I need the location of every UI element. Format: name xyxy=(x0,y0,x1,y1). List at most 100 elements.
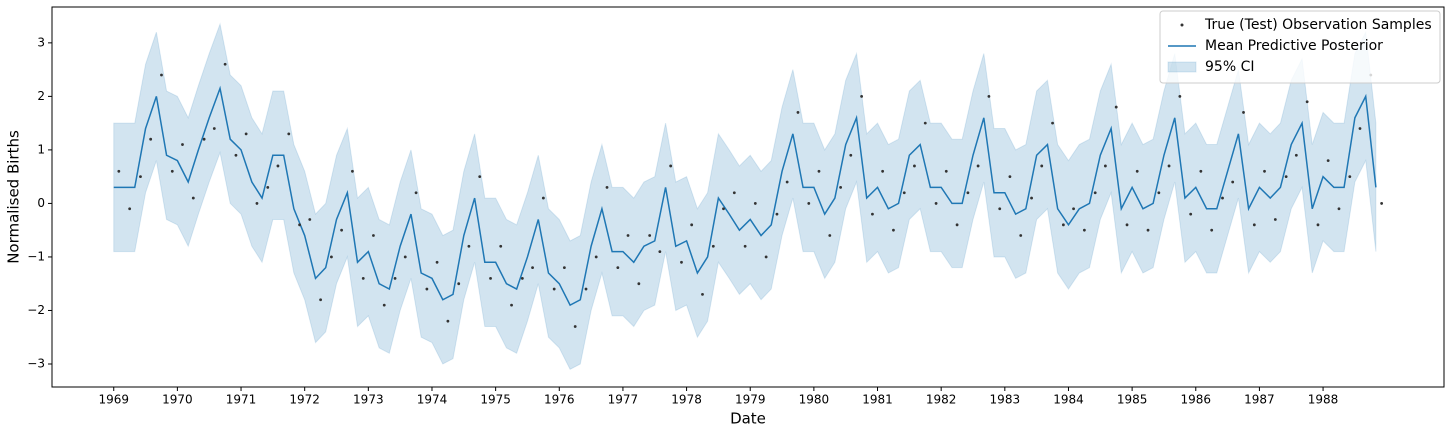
observation-point xyxy=(1284,175,1288,179)
observation-point xyxy=(435,260,439,264)
observation-point xyxy=(913,164,916,168)
x-tick-label: 1979 xyxy=(735,393,766,407)
observation-point xyxy=(732,191,736,195)
observation-point xyxy=(1019,234,1023,237)
observation-point xyxy=(594,255,598,259)
observation-point xyxy=(616,266,620,270)
observation-point xyxy=(351,169,354,173)
observation-point xyxy=(1167,164,1171,168)
observation-point xyxy=(807,202,811,205)
observation-point xyxy=(1231,180,1235,184)
observation-point xyxy=(361,276,365,280)
observation-point xyxy=(499,244,503,248)
observation-point xyxy=(1316,223,1320,227)
y-tick-label: −1 xyxy=(27,249,45,263)
observation-point xyxy=(839,185,843,189)
x-tick-label: 1975 xyxy=(480,393,511,407)
observation-point xyxy=(849,153,853,157)
x-tick-label: 1973 xyxy=(353,393,384,407)
observation-point xyxy=(489,276,492,280)
observation-point xyxy=(1273,218,1277,221)
axes-frame xyxy=(51,6,1445,388)
observation-point xyxy=(1093,191,1097,195)
observation-point xyxy=(871,212,874,216)
observation-point xyxy=(817,169,821,173)
observation-point xyxy=(552,287,556,291)
observation-point xyxy=(372,234,375,237)
observation-point xyxy=(510,303,513,307)
observation-point xyxy=(531,266,534,270)
observation-point xyxy=(1326,159,1330,163)
observation-point xyxy=(934,202,938,205)
observation-point xyxy=(923,121,927,125)
observation-point xyxy=(276,164,280,168)
observation-point xyxy=(1146,228,1150,232)
x-tick-label: 1981 xyxy=(862,393,893,407)
observation-point xyxy=(181,143,184,146)
x-tick-label: 1972 xyxy=(289,393,320,407)
x-tick-label: 1985 xyxy=(1117,393,1148,407)
observation-point xyxy=(1135,169,1139,173)
observation-point xyxy=(330,255,333,259)
legend: True (Test) Observation Samples Mean Pred… xyxy=(1159,10,1441,84)
x-tick-label: 1984 xyxy=(1053,393,1084,407)
observation-point xyxy=(711,244,715,248)
observation-point xyxy=(648,234,652,237)
x-tick-label: 1976 xyxy=(544,393,575,407)
observation-point xyxy=(1242,111,1245,114)
legend-marker xyxy=(1167,61,1197,73)
observation-point xyxy=(1252,223,1256,227)
observation-point xyxy=(202,137,206,141)
observation-point xyxy=(1189,212,1193,216)
x-tick-label: 1978 xyxy=(671,393,702,407)
observation-point xyxy=(626,234,630,237)
observation-point xyxy=(149,137,153,141)
observation-point xyxy=(955,223,959,227)
observation-point xyxy=(1061,223,1065,227)
observation-point xyxy=(1348,175,1352,179)
observation-point xyxy=(1072,207,1075,211)
x-tick-label: 1971 xyxy=(226,393,257,407)
observation-point xyxy=(1294,153,1298,157)
y-tick-label: 0 xyxy=(37,196,45,210)
observation-point xyxy=(881,169,885,173)
observation-point xyxy=(987,94,991,98)
observation-point xyxy=(1178,94,1182,98)
observation-point xyxy=(1263,169,1266,173)
observation-point xyxy=(446,319,450,323)
observation-point xyxy=(722,207,725,211)
x-tick-label: 1982 xyxy=(926,393,957,407)
observation-point xyxy=(160,73,163,77)
observation-point xyxy=(605,185,609,189)
legend-box xyxy=(1159,10,1441,84)
x-tick-label: 1980 xyxy=(799,393,830,407)
legend-marker xyxy=(1180,23,1184,27)
observation-point xyxy=(414,191,418,195)
observation-point xyxy=(743,244,747,248)
observation-point xyxy=(828,234,832,237)
observation-point xyxy=(775,212,779,216)
observation-point xyxy=(1125,223,1129,227)
observation-point xyxy=(944,169,948,173)
observation-point xyxy=(308,218,312,221)
observation-point xyxy=(1008,175,1012,179)
observation-point xyxy=(191,196,195,200)
observation-point xyxy=(393,276,397,280)
observation-point xyxy=(212,127,216,130)
observation-point xyxy=(1030,196,1033,200)
observation-point xyxy=(690,223,694,227)
observation-point xyxy=(287,132,291,136)
observation-point xyxy=(562,266,566,270)
x-tick-label: 1986 xyxy=(1180,393,1211,407)
legend-label: True (Test) Observation Samples xyxy=(1204,17,1432,33)
observation-point xyxy=(658,250,662,253)
observation-point xyxy=(1199,169,1203,173)
x-axis-label: Date xyxy=(730,410,766,428)
observation-point xyxy=(1210,228,1214,232)
observation-point xyxy=(266,185,270,189)
x-tick-label: 1969 xyxy=(98,393,129,407)
observation-point xyxy=(998,207,1002,211)
observation-point xyxy=(1380,202,1384,205)
observation-point xyxy=(637,282,641,286)
observation-point xyxy=(1103,164,1107,168)
